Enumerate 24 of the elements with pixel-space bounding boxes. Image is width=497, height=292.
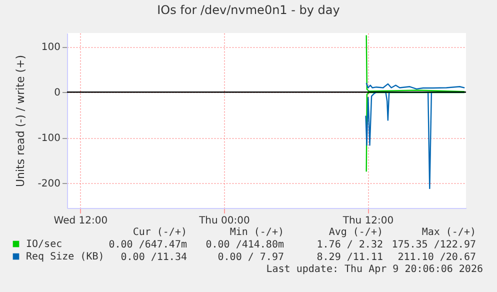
chart-title: IOs for /dev/nvme0n1 - by day [157,3,340,17]
text: Cur (-/+) [132,227,187,238]
text: 175.35 /122.97 [392,240,476,250]
y-tick-label: -200 [38,178,60,190]
text: Min (-/+) [230,227,284,238]
x-tick-label: Thu 00:00 [198,216,250,226]
y-tick-label: 0 [54,88,60,99]
text: Last update: Thu Apr 9 20:06:06 2026 [266,264,483,275]
text: 0.00 / 7.97 [218,252,284,263]
y-tick-label: 100 [41,42,60,54]
legend-label: IO/sec [26,239,62,250]
text: 0.00 /647.47m [108,240,187,250]
text: Max (-/+) [422,227,476,238]
x-tick-label: Thu 12:00 [342,216,394,226]
text: Avg (-/+) [328,227,383,238]
text: 8.29 /11.11 [316,252,383,263]
y-axis-title: Units read (-) / write (+) [14,54,27,188]
x-tick-label: Wed 12:00 [54,216,108,226]
legend-label: Req Size (KB) [26,252,104,262]
text: 0.00 /11.34 [120,252,187,263]
text: 211.10 /20.67 [398,252,476,263]
y-tick-label: -100 [38,133,60,144]
text: 1.76 / 2.32 [316,240,383,250]
text: 0.00 /414.80m [206,240,284,250]
